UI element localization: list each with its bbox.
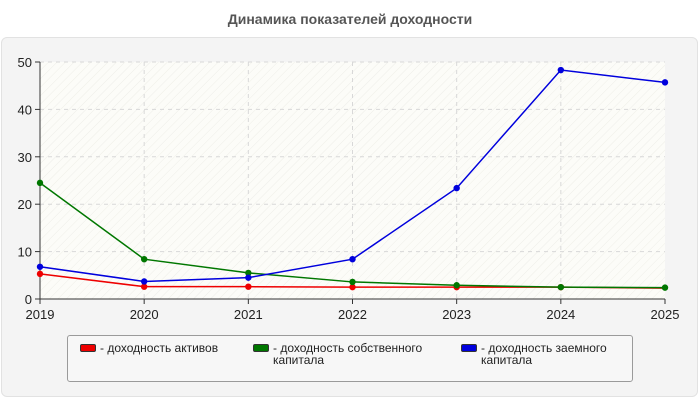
legend-swatch-borrowed xyxy=(461,344,477,352)
y-axis-ticks: 0 10 20 30 40 50 xyxy=(18,55,40,307)
legend-label-equity: - доходность собственного капитала xyxy=(273,341,423,367)
x-tick-label: 2021 xyxy=(234,307,263,322)
x-tick-label: 2019 xyxy=(26,307,55,322)
x-tick-label: 2025 xyxy=(651,307,680,322)
legend-swatch-assets xyxy=(80,344,96,352)
data-point xyxy=(453,184,460,192)
legend-label-assets: - доходность активов xyxy=(100,341,219,355)
chart-title: Динамика показателей доходности xyxy=(227,11,473,27)
x-axis-ticks: 2019 2020 2021 2022 2023 2024 2025 xyxy=(26,299,680,322)
legend: - доходность активов - доходность собств… xyxy=(67,335,633,382)
y-tick-label: 50 xyxy=(18,55,32,70)
y-tick-label: 20 xyxy=(18,197,32,212)
data-point xyxy=(557,283,565,291)
data-point xyxy=(245,283,252,290)
grid-lines xyxy=(40,61,665,299)
x-tick-label: 2023 xyxy=(442,307,471,322)
x-tick-label: 2020 xyxy=(130,307,159,322)
data-point xyxy=(36,263,44,270)
y-tick-label: 10 xyxy=(18,245,32,260)
y-tick-label: 40 xyxy=(18,102,32,117)
x-tick-label: 2024 xyxy=(546,307,575,322)
data-point xyxy=(245,269,252,277)
data-point xyxy=(349,283,356,291)
series-group xyxy=(36,66,669,291)
data-point xyxy=(36,179,44,187)
data-point xyxy=(661,284,669,291)
y-tick-label: 0 xyxy=(25,292,32,307)
data-point xyxy=(661,79,669,86)
data-point xyxy=(349,278,356,286)
y-tick-label: 30 xyxy=(18,150,32,165)
data-point xyxy=(245,274,252,281)
legend-swatch-equity xyxy=(253,344,269,352)
data-point xyxy=(349,255,356,263)
data-point xyxy=(36,270,44,278)
data-point xyxy=(140,278,148,285)
data-point xyxy=(140,283,148,290)
data-point xyxy=(140,255,148,263)
data-point xyxy=(453,282,460,289)
legend-label-borrowed: - доходность заемного капитала xyxy=(481,341,607,367)
data-point xyxy=(557,66,565,74)
x-tick-label: 2022 xyxy=(338,307,367,322)
